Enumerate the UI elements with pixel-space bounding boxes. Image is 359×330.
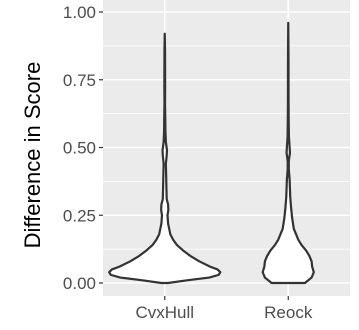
x-tick-label: Reock bbox=[264, 303, 313, 322]
violin-cvxhull bbox=[108, 32, 222, 285]
y-axis-title: Difference in Score bbox=[20, 62, 45, 249]
minor-gridlines bbox=[103, 45, 350, 250]
y-axis-ticks: 0.00 0.25 0.50 0.75 1.00 bbox=[63, 3, 103, 293]
x-tick-label: CvxHull bbox=[135, 303, 194, 322]
violin-group bbox=[108, 21, 315, 285]
x-axis-ticks: CvxHull Reock bbox=[135, 296, 313, 322]
y-tick-label: 0.50 bbox=[63, 139, 96, 158]
y-tick-label: 0.75 bbox=[63, 71, 96, 90]
violin-reock bbox=[261, 21, 315, 285]
y-tick-label: 1.00 bbox=[63, 3, 96, 22]
y-tick-label: 0.00 bbox=[63, 274, 96, 293]
y-tick-label: 0.25 bbox=[63, 206, 96, 225]
